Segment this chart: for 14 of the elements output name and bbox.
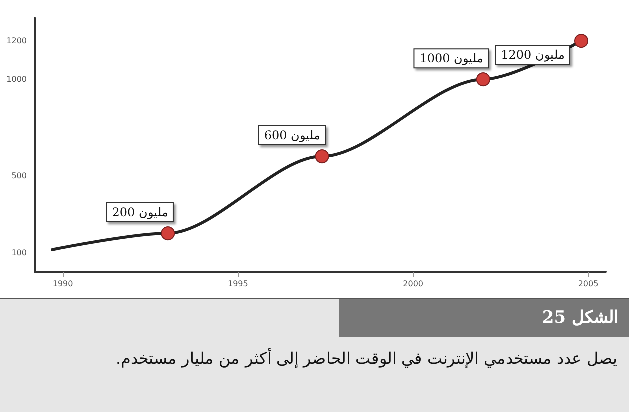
y-tick-label: 500 — [12, 171, 27, 180]
text: الشكل 25 — [339, 299, 629, 337]
text: يصل عدد مستخدمي الإنترنت في الوقت الحاضر إلى أكثر من مليار مستخدم. — [114, 349, 617, 368]
y-tick-label: 100 — [12, 248, 27, 258]
data-label: 1200 مليون — [501, 48, 564, 62]
x-tick-label: 2000 — [403, 280, 424, 288]
x-tick-label: 1995 — [228, 280, 248, 288]
x-tick-label: 1990 — [52, 280, 74, 288]
x-tick-label: 2005 — [578, 280, 599, 288]
data-label: 200 مليون — [112, 206, 168, 220]
data-label: 1000 مليون — [420, 52, 484, 66]
y-tick-label: 1200 — [6, 36, 27, 46]
y-tick-label: 1000 — [6, 75, 27, 84]
data-label: 600 مليون — [264, 128, 320, 143]
